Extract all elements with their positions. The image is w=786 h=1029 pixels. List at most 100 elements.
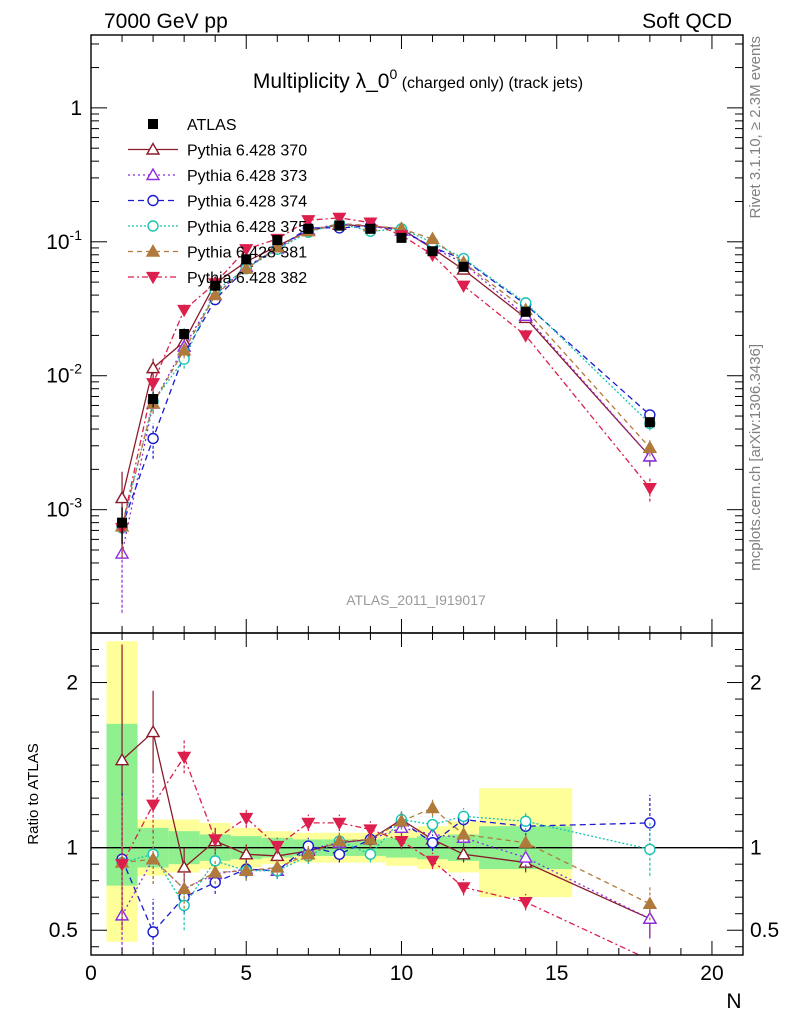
main-point-data: [396, 232, 407, 243]
legend-item-data: ATLAS: [148, 117, 237, 134]
ratio-point-p382: [301, 817, 316, 831]
header-left: 7000 GeV pp: [104, 10, 228, 33]
rivet-label: Rivet 3.1.10, ≥ 2.3M events: [747, 36, 764, 219]
ratio-point-p382: [394, 835, 409, 849]
y-tick-base: 10: [46, 365, 69, 388]
x-tick-label: 20: [700, 962, 723, 985]
x-axis-label: N: [726, 990, 741, 1013]
ratio-point-p381: [207, 865, 223, 878]
legend-item-p381: Pythia 6.428 381: [128, 244, 307, 262]
ratio-series-p382: [115, 740, 657, 955]
ratio-point-p382: [177, 751, 192, 765]
plot-title-suffix: (charged only) (track jets): [397, 75, 583, 92]
ratio-plot-area: [114, 644, 658, 955]
ratio-point-p374: [333, 848, 346, 860]
plot-title-sup: 0: [389, 66, 397, 82]
ratio-series-p374: [116, 793, 656, 955]
ratio-point-p382: [332, 817, 347, 831]
main-point-p382: [518, 330, 533, 343]
ratio-point-p375: [426, 818, 439, 831]
legend-label-p374: Pythia 6.428 374: [187, 194, 307, 211]
legend-marker-p381: [145, 244, 161, 257]
ratio-series-p370: [114, 644, 658, 939]
legend-marker-p382: [145, 271, 161, 285]
main-point-p382: [301, 215, 316, 228]
ratio-point-p382: [146, 799, 161, 812]
ratio-point-p381: [642, 896, 658, 910]
main-point-p381: [207, 287, 223, 301]
main-point-p381: [425, 231, 440, 245]
ratio-point-p375: [178, 899, 190, 912]
main-point-data: [179, 328, 190, 339]
y-tick-label: 10-3: [46, 495, 82, 522]
y-tick-base: 10: [46, 499, 69, 522]
ratio-point-p381: [363, 831, 378, 845]
main-point-p381: [642, 440, 658, 453]
main-point-p382: [146, 378, 161, 391]
x-tick-label: 10: [390, 962, 413, 985]
ratio-point-p370: [239, 846, 254, 860]
mcplots-label: mcplots.cern.ch [arXiv:1306.3436]: [747, 344, 764, 571]
legend-item-p375: Pythia 6.428 375: [128, 219, 307, 236]
ratio-point-p381: [145, 851, 161, 865]
ratio-point-p382: [363, 824, 378, 837]
main-point-data: [210, 280, 221, 291]
ratio-point-p381: [518, 835, 533, 848]
ratio-point-p374: [147, 926, 159, 938]
y-tick-label: 1: [70, 97, 82, 120]
header-right: Soft QCD: [642, 10, 732, 33]
y-tick-base: 1: [70, 97, 82, 120]
main-point-p382: [642, 482, 657, 496]
ratio-point-p370: [145, 724, 161, 738]
legend-label-data: ATLAS: [187, 117, 237, 134]
ratio-point-p375: [519, 815, 532, 827]
y-tick-exp: -3: [70, 495, 83, 511]
legend-marker-p374: [147, 194, 159, 207]
legend-item-p370: Pythia 6.428 370: [128, 142, 307, 160]
ratio-y-tick-label-right: 1: [750, 837, 762, 860]
legend-label-p382: Pythia 6.428 382: [187, 270, 307, 287]
main-point-data: [427, 246, 438, 257]
ratio-y-tick-label: 2: [66, 672, 78, 695]
plot-title-main: Multiplicity λ_0: [253, 70, 390, 93]
x-tick-label: 0: [85, 962, 97, 985]
main-point-p382: [363, 217, 378, 230]
ratio-point-p381: [456, 827, 471, 840]
legend-item-p373: Pythia 6.428 373: [128, 167, 307, 185]
y-tick-label: 10-1: [46, 227, 82, 254]
main-point-data: [458, 261, 469, 272]
ratio-line-p381: [121, 807, 651, 905]
main-point-p382: [177, 304, 192, 318]
ratio-point-p374: [426, 837, 439, 849]
plot-title: Multiplicity λ_00 (charged only) (track …: [253, 66, 583, 93]
main-point-data: [520, 306, 531, 317]
main-line-p370: [121, 224, 651, 499]
ratio-point-p375: [364, 848, 377, 860]
ratio-point-p381: [394, 813, 409, 827]
x-tick-label: 15: [545, 962, 568, 985]
main-point-p381: [239, 261, 254, 274]
main-series-p370: [114, 217, 658, 548]
legend: ATLAS Pythia 6.428 370 Pythia 6.428 373 Pyt…: [128, 117, 307, 287]
analysis-id: ATLAS_2011_I919017: [346, 592, 486, 608]
ratio-point-p375: [457, 810, 470, 822]
ratio-line-p370: [121, 730, 651, 920]
main-point-p370: [145, 360, 161, 374]
main-line-p381: [121, 222, 651, 527]
main-point-data: [241, 254, 252, 265]
ratio-point-p382: [518, 897, 533, 910]
main-point-p381: [270, 239, 285, 253]
main-point-p381: [176, 342, 192, 356]
y-axis-label-ratio: Ratio to ATLAS: [25, 743, 42, 844]
ratio-point-p381: [301, 846, 316, 860]
main-line-p382: [121, 217, 651, 529]
y-tick-exp: -1: [70, 227, 83, 243]
legend-item-p374: Pythia 6.428 374: [128, 194, 307, 211]
main-point-data: [272, 235, 283, 246]
ratio-point-p381: [239, 863, 254, 876]
x-tick-label: 5: [240, 962, 252, 985]
y-tick-base: 10: [46, 231, 69, 254]
main-point-data: [644, 417, 655, 428]
